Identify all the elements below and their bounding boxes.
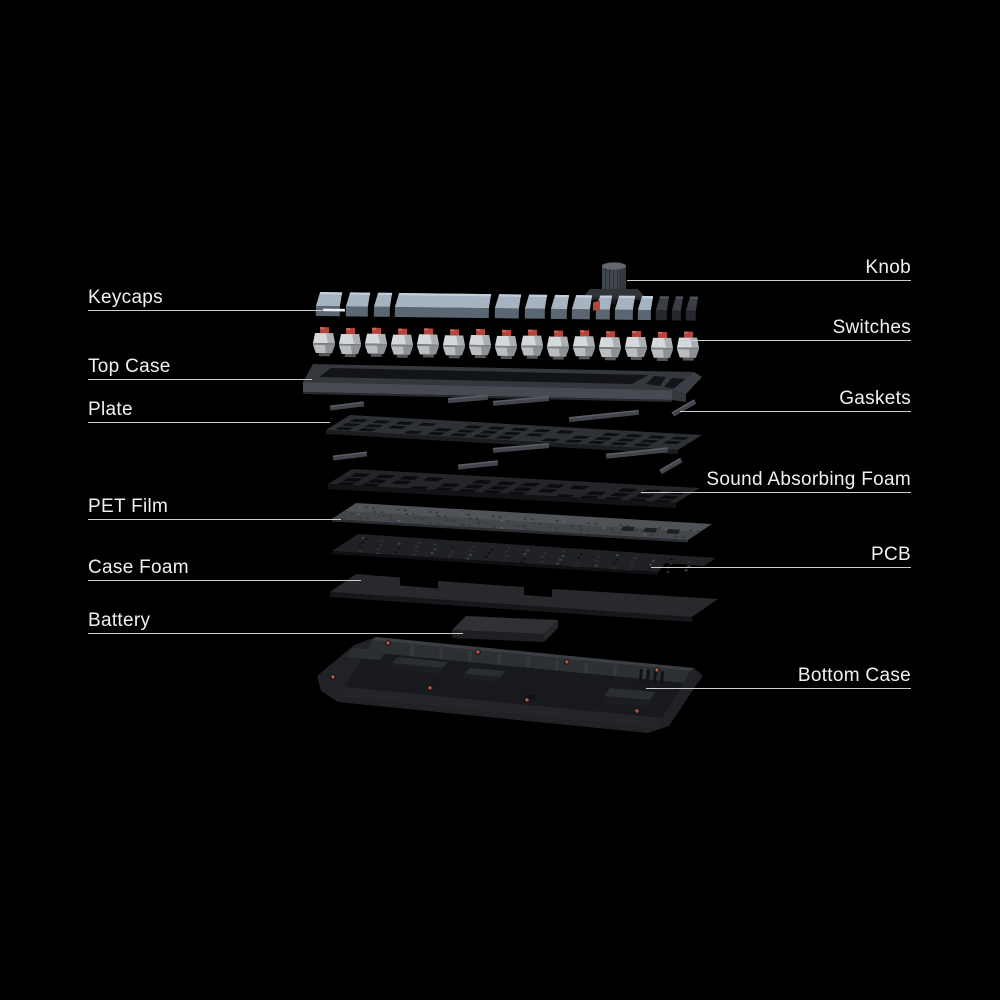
label-top-case: Top Case	[88, 354, 312, 380]
case-foam-layer	[330, 574, 718, 622]
label-plate: Plate	[88, 397, 330, 423]
leader-line-sound-absorbing-foam	[641, 491, 911, 493]
gaskets-upper-layer	[329, 394, 697, 423]
label-bottom-case: Bottom Case	[646, 663, 911, 689]
pet-film-layer	[332, 503, 712, 543]
label-top-case-text: Top Case	[88, 356, 171, 377]
gaskets-lower-layer	[332, 443, 683, 475]
label-pet-film: PET Film	[88, 494, 341, 520]
keycaps-layer	[315, 292, 699, 321]
leader-line-gaskets	[680, 410, 911, 412]
battery-part	[452, 616, 558, 642]
label-case-foam-text: Case Foam	[88, 557, 189, 578]
leader-line-plate	[88, 421, 330, 423]
label-knob: Knob	[627, 255, 911, 281]
top-case-layer	[303, 364, 702, 402]
leader-line-pet-film	[88, 518, 341, 520]
label-pcb: PCB	[651, 542, 911, 568]
label-case-foam: Case Foam	[88, 555, 361, 581]
pcb-layer	[332, 534, 716, 575]
label-pcb-text: PCB	[871, 544, 911, 565]
label-pet-film-text: PET Film	[88, 496, 169, 517]
label-battery: Battery	[88, 608, 463, 634]
leader-line-battery	[88, 632, 463, 634]
label-bottom-case-text: Bottom Case	[797, 665, 911, 686]
label-sound-absorbing-foam: Sound Absorbing Foam	[641, 467, 911, 493]
label-keycaps: Keycaps	[88, 285, 322, 311]
sound-absorbing-foam-layer	[328, 469, 700, 508]
label-switches-text: Switches	[832, 317, 911, 338]
leader-line-case-foam	[88, 579, 361, 581]
label-sound-absorbing-foam-text: Sound Absorbing Foam	[706, 469, 911, 490]
leader-line-bottom-case	[646, 687, 911, 689]
label-gaskets: Gaskets	[680, 386, 911, 412]
leader-line-top-case	[88, 378, 312, 380]
bottom-case-layer	[317, 637, 703, 733]
leader-line-switches	[680, 339, 911, 341]
label-gaskets-text: Gaskets	[839, 388, 911, 409]
label-plate-text: Plate	[88, 399, 133, 420]
leader-line-knob	[627, 279, 911, 281]
label-keycaps-text: Keycaps	[88, 287, 163, 308]
label-battery-text: Battery	[88, 610, 151, 631]
leader-line-pcb	[651, 566, 911, 568]
label-knob-text: Knob	[865, 257, 911, 278]
label-switches: Switches	[680, 315, 911, 341]
plate-layer	[326, 415, 702, 454]
leader-line-keycaps	[88, 309, 322, 311]
switches-layer	[312, 327, 699, 361]
